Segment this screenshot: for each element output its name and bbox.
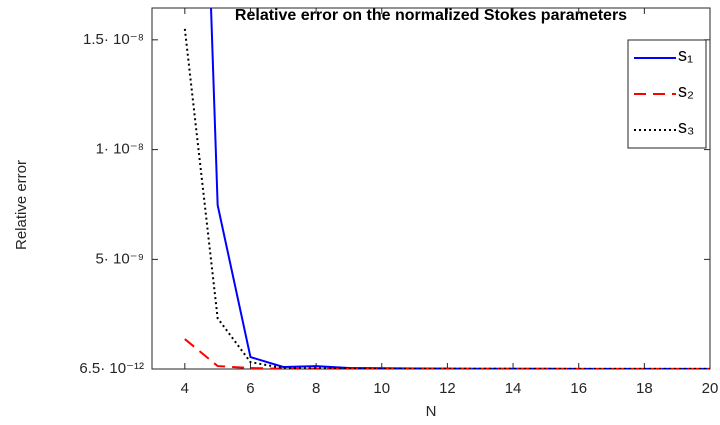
legend-label: s₁ (678, 45, 693, 65)
x-tick-label: 10 (373, 380, 390, 397)
plot-lines (183, 8, 710, 369)
x-tick-label: 16 (570, 380, 587, 397)
y-tick-label: 1· 10⁻⁸ (96, 141, 144, 158)
x-axis-label: N (426, 403, 437, 420)
y-axis-label: Relative error (13, 160, 30, 250)
x-tick-label: 14 (505, 380, 522, 397)
x-tick-label: 18 (636, 380, 653, 397)
x-tick-label: 8 (312, 380, 320, 397)
y-tick-label: 6.5· 10⁻¹² (79, 360, 144, 377)
series-line (184, 338, 710, 369)
legend-label: s₂ (678, 81, 694, 101)
y-tick-label: 1.5· 10⁻⁸ (83, 31, 144, 48)
y-tick-label: 5· 10⁻⁹ (95, 250, 144, 267)
plot-area (151, 7, 711, 370)
chart-title: Relative error on the normalized Stokes … (235, 7, 627, 24)
x-tick-label: 6 (246, 380, 254, 397)
legend-label: s₃ (678, 117, 694, 137)
x-tick-label: 20 (702, 380, 719, 397)
x-tick-label: 4 (181, 380, 189, 397)
x-tick-label: 12 (439, 380, 456, 397)
